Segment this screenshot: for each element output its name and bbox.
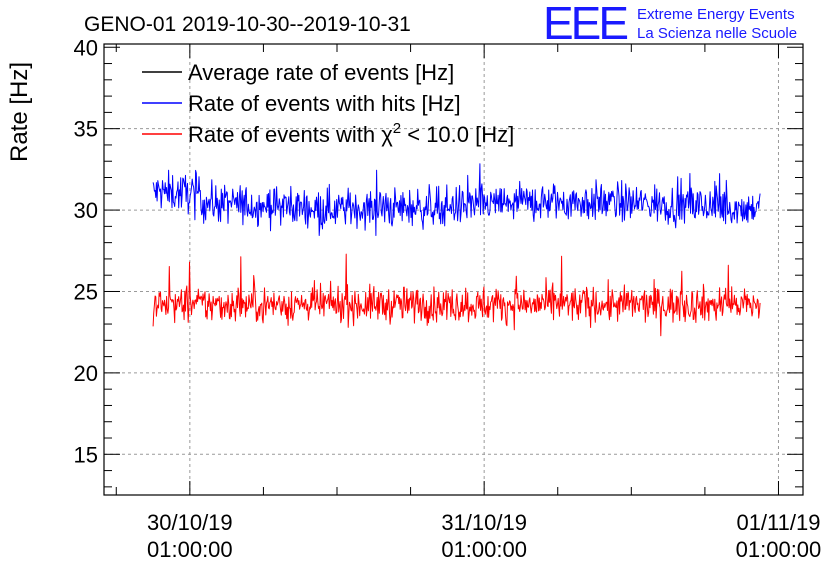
legend-label-hits: Rate of events with hits [Hz]: [188, 91, 461, 116]
logo-line2: La Scienza nelle Scuole: [637, 25, 797, 42]
y-axis-label: Rate [Hz]: [6, 62, 33, 162]
axes: 15202530354030/10/1901:00:0031/10/1901:0…: [74, 35, 822, 562]
legend-label-average: Average rate of events [Hz]: [188, 60, 454, 85]
plot-frame: [103, 43, 804, 496]
y-tick-label: 35: [74, 117, 98, 142]
y-tick-label: 40: [74, 35, 98, 60]
logo-mark: EEE: [543, 0, 627, 49]
y-tick-label: 15: [74, 442, 98, 467]
data-series: [152, 163, 761, 337]
logo-line1: Extreme Energy Events: [637, 6, 795, 23]
x-tick-label-time: 01:00:00: [736, 537, 822, 562]
x-tick-label-date: 30/10/19: [147, 510, 233, 535]
eee-logo: EEE Extreme Energy Events La Scienza nel…: [543, 0, 797, 49]
x-tick-label-time: 01:00:00: [441, 537, 527, 562]
x-tick-label-time: 01:00:00: [147, 537, 233, 562]
y-tick-label: 20: [74, 361, 98, 386]
legend: Average rate of events [Hz] Rate of even…: [142, 60, 514, 147]
y-tick-label: 25: [74, 279, 98, 304]
legend-label-chi2: Rate of events with χ2 < 10.0 [Hz]: [188, 120, 514, 147]
x-tick-label-date: 31/10/19: [441, 510, 527, 535]
chart-title: GENO-01 2019-10-30--2019-10-31: [84, 13, 411, 36]
series-line-1: [152, 163, 761, 236]
y-tick-label: 30: [74, 198, 98, 223]
x-tick-label-date: 01/11/19: [736, 510, 820, 535]
series-line-2: [152, 253, 761, 337]
